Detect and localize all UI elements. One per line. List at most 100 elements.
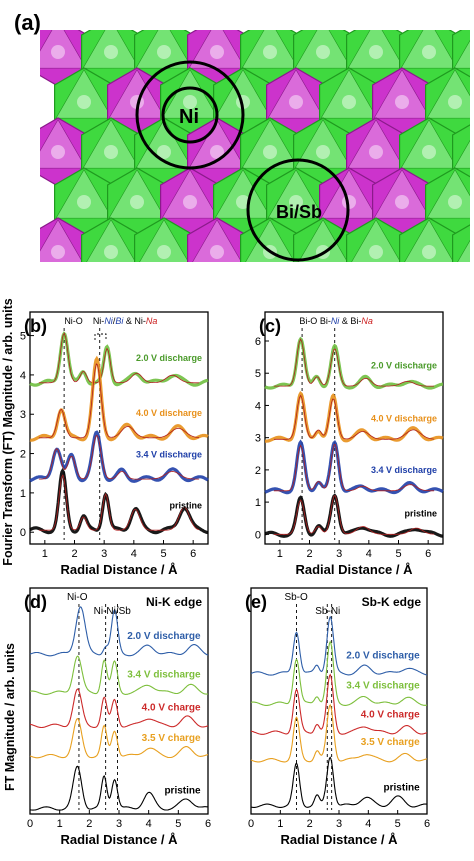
ni-octahedron bbox=[452, 224, 470, 262]
series-label: 2.0 V discharge bbox=[371, 360, 437, 370]
edge-label: Ni-K edge bbox=[146, 595, 202, 609]
x-tick-label: 5 bbox=[160, 548, 166, 560]
panel-a-label: (a) bbox=[14, 10, 41, 35]
octahedron-center bbox=[104, 45, 118, 59]
series-label: 4.0 V discharge bbox=[136, 408, 202, 418]
series-label: 3.4 V discharge bbox=[371, 465, 437, 475]
structure-panel: Ni Bi/Sb (a) bbox=[0, 0, 474, 278]
octahedron-facet bbox=[40, 119, 87, 169]
series-label: 4.0 V charge bbox=[361, 710, 420, 721]
series-label: 3.5 V charge bbox=[361, 737, 420, 748]
data-series-line bbox=[29, 688, 209, 729]
series-label: 2.0 V discharge bbox=[136, 353, 202, 363]
ni-site-label: Ni bbox=[179, 106, 199, 128]
plot-frame bbox=[264, 311, 444, 545]
y-axis-title-top: Fourier Transform (FT) Magnitude / arb. … bbox=[1, 298, 15, 565]
octahedron-center bbox=[157, 45, 171, 59]
octahedron-center bbox=[210, 45, 224, 59]
series-label: pristine bbox=[170, 501, 203, 511]
x-tick-label: 1 bbox=[57, 818, 63, 830]
octahedron-facet bbox=[320, 169, 378, 219]
octahedron-facet bbox=[267, 69, 325, 119]
octahedron-facet bbox=[267, 169, 325, 219]
peak-label: Ni-O Ni-Ni/Bi & Ni-Na bbox=[64, 316, 157, 326]
octahedron-center bbox=[448, 195, 462, 209]
peak-label: Sb-O bbox=[284, 592, 308, 603]
panel-label: (d) bbox=[24, 592, 47, 612]
octahedron-center bbox=[77, 195, 91, 209]
series-label: 3.5 V charge bbox=[142, 733, 201, 744]
x-tick-label: 4 bbox=[131, 548, 137, 560]
x-tick-label: 0 bbox=[27, 818, 33, 830]
octahedron-center bbox=[289, 95, 303, 109]
x-tick-label: 0 bbox=[248, 818, 254, 830]
octahedron-facet bbox=[457, 239, 470, 262]
series-label: 3.4 V discharge bbox=[346, 681, 420, 692]
octahedron-facet bbox=[453, 39, 470, 69]
peak-label-part: Bi-O Bi- bbox=[299, 316, 331, 326]
chart-e: 0 1 2 3 4 5 6 2.0 V discharge 3.4 V discharge 4.0… bbox=[245, 587, 430, 847]
chart-b-panel: Fourier Transform (FT) Magnitude / arb. … bbox=[0, 282, 237, 582]
octahedron-facet bbox=[82, 119, 140, 169]
plot-frame bbox=[29, 587, 209, 815]
chart-b: Fourier Transform (FT) Magnitude / arb. … bbox=[1, 298, 209, 577]
ni-inner-circle bbox=[161, 86, 219, 144]
panel-label: (e) bbox=[245, 592, 267, 612]
data-series-line bbox=[250, 673, 428, 735]
data-series-line bbox=[29, 655, 209, 695]
octahedron-facet bbox=[139, 219, 189, 262]
structure-figure: Ni Bi/Sb (a) bbox=[14, 10, 470, 262]
octahedron-facet bbox=[40, 30, 87, 69]
ni-outer-circle bbox=[135, 60, 245, 170]
octahedron-facet bbox=[347, 119, 405, 169]
chart-d: FT Magnitude / arb. units 0 1 2 3 4 5 6 2.0 V d… bbox=[3, 587, 211, 847]
peak-label-part: Bi bbox=[115, 316, 124, 326]
x-tick-label: 6 bbox=[424, 818, 430, 830]
octahedron-center bbox=[130, 195, 144, 209]
y-tick-label: 1 bbox=[255, 497, 261, 509]
x-tick-label: 5 bbox=[395, 818, 401, 830]
series-label: pristine bbox=[164, 785, 201, 796]
y-tick-label: 0 bbox=[255, 529, 261, 541]
y-tick-label: 1 bbox=[20, 488, 26, 500]
peak-label: Ni-O bbox=[67, 592, 88, 603]
peak-label-part: Ni-O bbox=[64, 316, 83, 326]
octahedron-facet bbox=[426, 169, 470, 219]
octahedron-center bbox=[210, 145, 224, 159]
series-label: 2.0 V discharge bbox=[346, 650, 420, 661]
x-tick-label: 3 bbox=[116, 818, 122, 830]
octahedron-facet bbox=[426, 69, 470, 119]
octahedron-facet bbox=[108, 169, 166, 219]
x-axis-title: Radial Distance / Å bbox=[280, 832, 398, 847]
octahedron-facet bbox=[86, 219, 136, 262]
octahedron-center bbox=[210, 245, 224, 259]
octahedron-facet bbox=[320, 69, 378, 119]
fit-series-line bbox=[273, 394, 435, 440]
series-label: 4.0 V charge bbox=[142, 703, 201, 714]
octahedron-center bbox=[422, 245, 436, 259]
octahedron-center bbox=[316, 145, 330, 159]
fit-series-line bbox=[273, 444, 435, 492]
x-axis-title: Radial Distance / Å bbox=[60, 832, 178, 847]
octahedron-center bbox=[183, 95, 197, 109]
octahedron-center bbox=[448, 95, 462, 109]
y-axis-title-bottom: FT Magnitude / arb. units bbox=[3, 643, 17, 791]
fit-series-line bbox=[273, 495, 435, 535]
peak-label-part: Na bbox=[146, 316, 158, 326]
octahedron-center bbox=[51, 45, 65, 59]
octahedron-facet bbox=[294, 30, 352, 69]
y-tick-label: 5 bbox=[20, 331, 26, 343]
x-tick-label: 5 bbox=[395, 548, 401, 560]
peak-label-part: Na bbox=[361, 316, 373, 326]
octahedron-facet bbox=[40, 219, 83, 262]
peak-label: Bi-O Bi-Ni & Bi-Na bbox=[299, 316, 373, 326]
octahedron-center bbox=[263, 45, 277, 59]
chart-d-panel: FT Magnitude / arb. units 0 1 2 3 4 5 6 2.0 V d… bbox=[0, 582, 237, 856]
octahedron-facet bbox=[298, 219, 348, 262]
fit-series-line bbox=[38, 363, 200, 439]
octahedron-facet bbox=[351, 219, 401, 262]
chart-e-panel: 0 1 2 3 4 5 6 2.0 V discharge 3.4 V discharge 4.0… bbox=[237, 582, 474, 856]
octahedron-center bbox=[369, 45, 383, 59]
octahedron-facet bbox=[245, 219, 295, 262]
octahedron-facet bbox=[135, 119, 193, 169]
